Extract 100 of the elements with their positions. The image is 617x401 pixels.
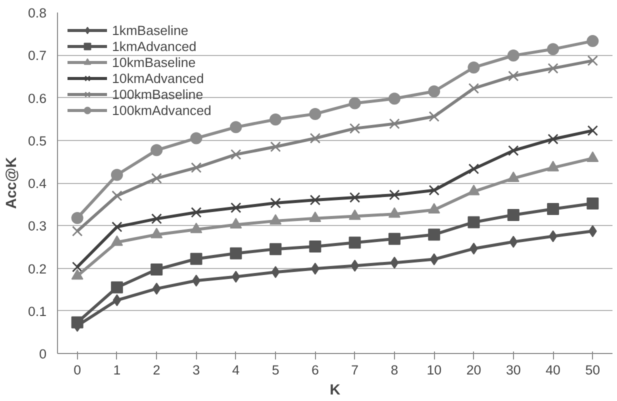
point [468,216,480,228]
legend-label: 10kmAdvanced [112,70,204,86]
legend-label: 1kmBaseline [112,22,188,38]
point [430,253,438,266]
point [230,247,242,260]
point [230,121,242,134]
x-tick-label: 40 [546,362,560,378]
x-tick-label: 5 [272,362,280,378]
point [190,162,202,173]
legend-label: 100kmBaseline [112,86,204,102]
x-tick-label: 3 [192,362,200,378]
point [112,222,122,232]
point [72,226,83,237]
y-tick-label: 0.7 [28,48,47,64]
point [507,208,520,221]
x-tick-label: 1 [113,362,121,378]
point [587,55,598,66]
point [509,236,518,248]
x-tick-label: 10 [426,362,442,378]
point [190,207,202,218]
x-tick-label: 6 [311,362,319,378]
point [150,228,163,238]
point [270,198,281,208]
point [270,214,282,225]
point [232,270,240,283]
point [230,149,242,160]
x-axis-title: K [330,382,341,398]
point [309,212,322,222]
point [548,62,558,74]
point [390,256,399,269]
point [428,203,440,214]
point [110,168,123,181]
point [112,190,122,202]
point [468,83,480,94]
point [389,190,400,200]
x-tick-label: 50 [585,362,600,378]
point [388,92,400,105]
y-tick-label: 0.1 [28,304,47,319]
x-tick-label: 20 [466,362,482,378]
point [110,281,123,294]
point [548,230,558,242]
point [587,125,598,136]
point [468,184,480,196]
point [71,212,84,224]
point [309,108,322,120]
x-tick-label: 8 [390,362,398,378]
point [428,111,440,122]
y-tick-label: 0.2 [28,261,47,276]
point [389,118,400,130]
point [586,197,599,210]
point [270,243,282,256]
point [310,194,321,206]
legend-label: 1kmAdvanced [112,38,196,54]
x-tick-label: 0 [74,362,82,378]
point [428,85,440,98]
point [112,294,122,306]
point [508,145,519,156]
y-tick-label: 0 [39,346,47,362]
point [586,35,599,48]
point [388,232,400,245]
y-axis-title: Acc@K [4,156,20,209]
point [152,282,161,295]
point [310,132,321,144]
point [548,134,558,144]
point [349,192,360,203]
point [508,70,519,82]
point [150,144,163,156]
point [151,172,162,184]
point [190,222,202,234]
x-tick-label: 2 [152,362,160,378]
x-tick-label: 7 [351,362,359,378]
point [271,266,280,278]
x-tick-label: 4 [232,362,240,378]
point [428,184,440,196]
x-tick-label: 30 [506,362,521,378]
point [151,213,162,224]
point [349,123,360,134]
y-tick-label: 0.8 [28,6,47,20]
point [428,228,440,241]
point [547,43,560,56]
point [190,252,202,265]
y-tick-label: 0.5 [28,133,47,148]
point [270,114,282,126]
point [507,50,520,62]
point [468,61,480,74]
point [270,141,281,152]
legend-label: 10kmBaseline [112,54,196,70]
point [71,269,84,280]
point [230,202,242,214]
point [150,264,163,276]
point [388,207,400,218]
y-tick-label: 0.4 [28,176,48,191]
point [348,97,361,110]
point [309,240,322,253]
legend-label: 100kmAdvanced [112,102,212,118]
point [547,203,560,215]
point [190,132,202,144]
point [468,164,480,174]
point [72,262,83,272]
y-tick-label: 0.3 [28,218,47,234]
